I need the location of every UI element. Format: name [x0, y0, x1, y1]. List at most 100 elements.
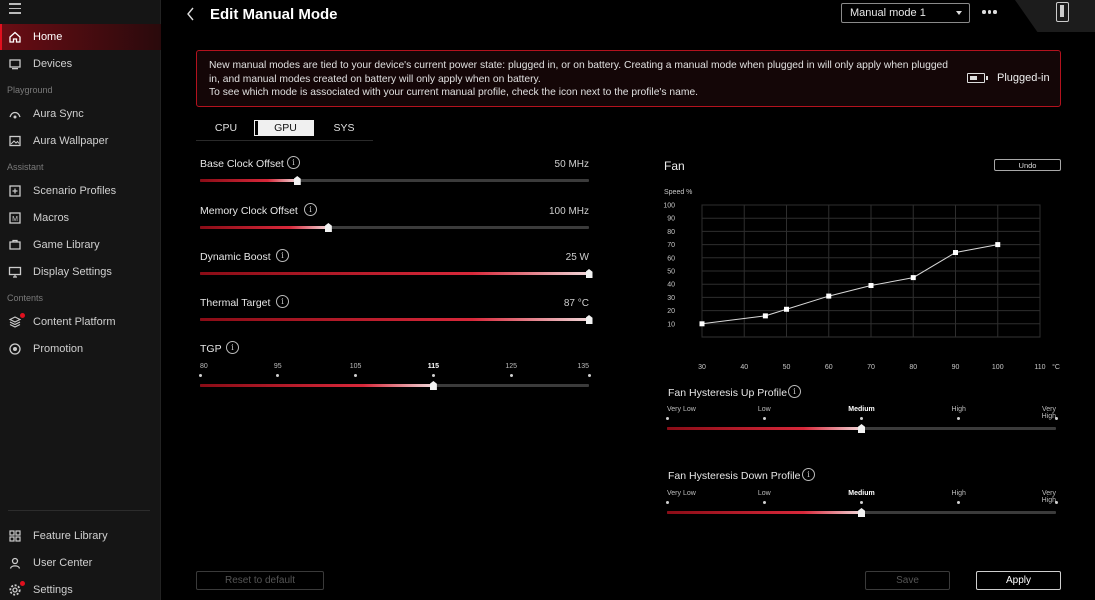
- sidebar-item-promotion[interactable]: Promotion: [0, 336, 161, 362]
- apply-button[interactable]: Apply: [976, 571, 1061, 590]
- sidebar-item-label: Macros: [33, 212, 70, 224]
- sidebar-item-home[interactable]: Home: [0, 24, 161, 50]
- sidebar-item-display-settings[interactable]: Display Settings: [0, 259, 161, 285]
- device-icon[interactable]: [1056, 2, 1069, 22]
- info-icon[interactable]: i: [226, 341, 239, 354]
- slider-fill: [200, 318, 589, 321]
- notification-badge: [20, 581, 25, 586]
- slider-track[interactable]: [200, 381, 589, 390]
- sidebar-item-label: Home: [33, 31, 63, 43]
- info-icon[interactable]: i: [788, 385, 801, 398]
- sidebar-item-feature-library[interactable]: Feature Library: [0, 523, 161, 549]
- macros-icon: M: [8, 211, 22, 225]
- x-tick-label: 40: [740, 364, 748, 371]
- hysteresis-down-slider[interactable]: Very Low Low Medium High Very High: [665, 490, 1058, 524]
- sidebar-item-label: Display Settings: [33, 266, 112, 278]
- fan-curve-point[interactable]: [699, 321, 705, 327]
- info-icon[interactable]: i: [304, 203, 317, 216]
- hamburger-menu-icon[interactable]: [9, 3, 21, 14]
- info-icon[interactable]: i: [276, 295, 289, 308]
- tick-label: 105: [349, 363, 362, 370]
- base-clock-slider[interactable]: [200, 176, 589, 185]
- sidebar-item-label: Scenario Profiles: [33, 185, 117, 197]
- slider-fill: [667, 511, 862, 514]
- hysteresis-up-slider[interactable]: Very Low Low Medium High Very High: [665, 406, 1058, 440]
- sidebar-item-label: Aura Wallpaper: [33, 135, 109, 147]
- fan-curve-point[interactable]: [784, 306, 789, 312]
- sidebar-item-settings[interactable]: Settings: [0, 577, 161, 600]
- slider-thumb[interactable]: [858, 508, 865, 517]
- y-tick-label: 80: [667, 229, 675, 236]
- slider-thumb[interactable]: [585, 315, 593, 324]
- sidebar-item-label: Game Library: [33, 239, 100, 251]
- x-tick-label: 80: [909, 364, 917, 371]
- y-tick-label: 30: [667, 295, 675, 302]
- thermal-target-value: 87 °C: [563, 298, 589, 309]
- fan-curve-point[interactable]: [762, 313, 768, 319]
- manual-mode-select-value: Manual mode 1: [850, 7, 926, 19]
- memory-clock-label: Memory Clock Offset: [200, 205, 298, 217]
- info-icon[interactable]: i: [802, 468, 815, 481]
- slider-thumb[interactable]: [429, 381, 437, 390]
- fan-curve-point[interactable]: [953, 250, 958, 256]
- info-icon[interactable]: i: [287, 156, 300, 169]
- tick-label: 80: [200, 363, 208, 370]
- gear-icon: [8, 581, 25, 597]
- tick-dot: [198, 374, 202, 377]
- dynamic-boost-slider[interactable]: [200, 269, 593, 278]
- tick-label: Very Low: [667, 490, 696, 497]
- plugged-in-icon: [967, 73, 988, 83]
- y-tick-label: 40: [667, 282, 675, 289]
- fan-curve-point[interactable]: [910, 275, 916, 281]
- tab-gpu[interactable]: GPU: [254, 120, 314, 136]
- memory-clock-slider[interactable]: [200, 223, 589, 232]
- manual-mode-select[interactable]: Manual mode 1: [841, 3, 970, 23]
- display-settings-icon: [8, 265, 22, 279]
- fan-curve-point[interactable]: [868, 283, 874, 289]
- thermal-target-slider[interactable]: [200, 315, 593, 324]
- sidebar-item-devices[interactable]: Devices: [0, 51, 161, 77]
- tab-cpu[interactable]: CPU: [214, 122, 238, 134]
- reset-to-default-button[interactable]: Reset to default: [196, 571, 324, 590]
- fan-curve-point[interactable]: [826, 293, 832, 299]
- tab-sys[interactable]: SYS: [333, 122, 355, 134]
- undo-button[interactable]: Undo: [994, 159, 1061, 171]
- slider-thumb[interactable]: [585, 269, 593, 278]
- tick-label: Low: [757, 490, 771, 497]
- fan-curve-chart[interactable]: Speed % 30 40 50 60 70 80 90 100 110 °C 10 20 30 40 50 6…: [660, 185, 1060, 375]
- sidebar-item-scenario-profiles[interactable]: Scenario Profiles: [0, 178, 161, 204]
- slider-thumb[interactable]: [324, 223, 332, 232]
- fan-curve-point[interactable]: [995, 242, 1001, 248]
- slider-track[interactable]: [667, 508, 1056, 517]
- sidebar-item-content-platform[interactable]: Content Platform: [0, 309, 161, 335]
- sidebar-item-label: Settings: [33, 584, 73, 596]
- info-icon[interactable]: i: [276, 249, 289, 262]
- page-title: Edit Manual Mode: [210, 6, 338, 23]
- slider-thumb[interactable]: [293, 176, 301, 185]
- sidebar-item-label: Feature Library: [33, 530, 108, 542]
- tick-label: Very Low: [667, 406, 696, 413]
- sidebar-item-game-library[interactable]: Game Library: [0, 232, 161, 258]
- notification-badge: [20, 313, 25, 318]
- sidebar-section-playground: Playground: [7, 85, 53, 95]
- more-options-button[interactable]: [982, 6, 1000, 18]
- tgp-step-slider[interactable]: 80 95 105 115 125 135: [198, 363, 591, 397]
- tgp-label: TGP: [200, 343, 222, 355]
- tick-label: 125: [505, 363, 518, 370]
- slider-track[interactable]: [667, 424, 1056, 433]
- tick-label: Low: [757, 406, 771, 413]
- slider-thumb[interactable]: [858, 424, 865, 433]
- sidebar-item-label: Aura Sync: [33, 108, 84, 120]
- back-button[interactable]: [184, 5, 198, 23]
- sidebar-item-macros[interactable]: M Macros: [0, 205, 161, 231]
- tick-label: Medium: [848, 490, 875, 497]
- y-tick-label: 60: [667, 255, 675, 262]
- save-button[interactable]: Save: [865, 571, 950, 590]
- sidebar-item-aura-wallpaper[interactable]: Aura Wallpaper: [0, 128, 161, 154]
- sidebar-item-user-center[interactable]: User Center: [0, 550, 161, 576]
- tick-label: Very High: [1041, 490, 1056, 504]
- hysteresis-up-label: Fan Hysteresis Up Profile: [668, 387, 788, 399]
- svg-text:M: M: [12, 216, 18, 223]
- sidebar: Home Devices Playground Aura Sync Aura W…: [0, 0, 161, 600]
- sidebar-item-aura-sync[interactable]: Aura Sync: [0, 101, 161, 127]
